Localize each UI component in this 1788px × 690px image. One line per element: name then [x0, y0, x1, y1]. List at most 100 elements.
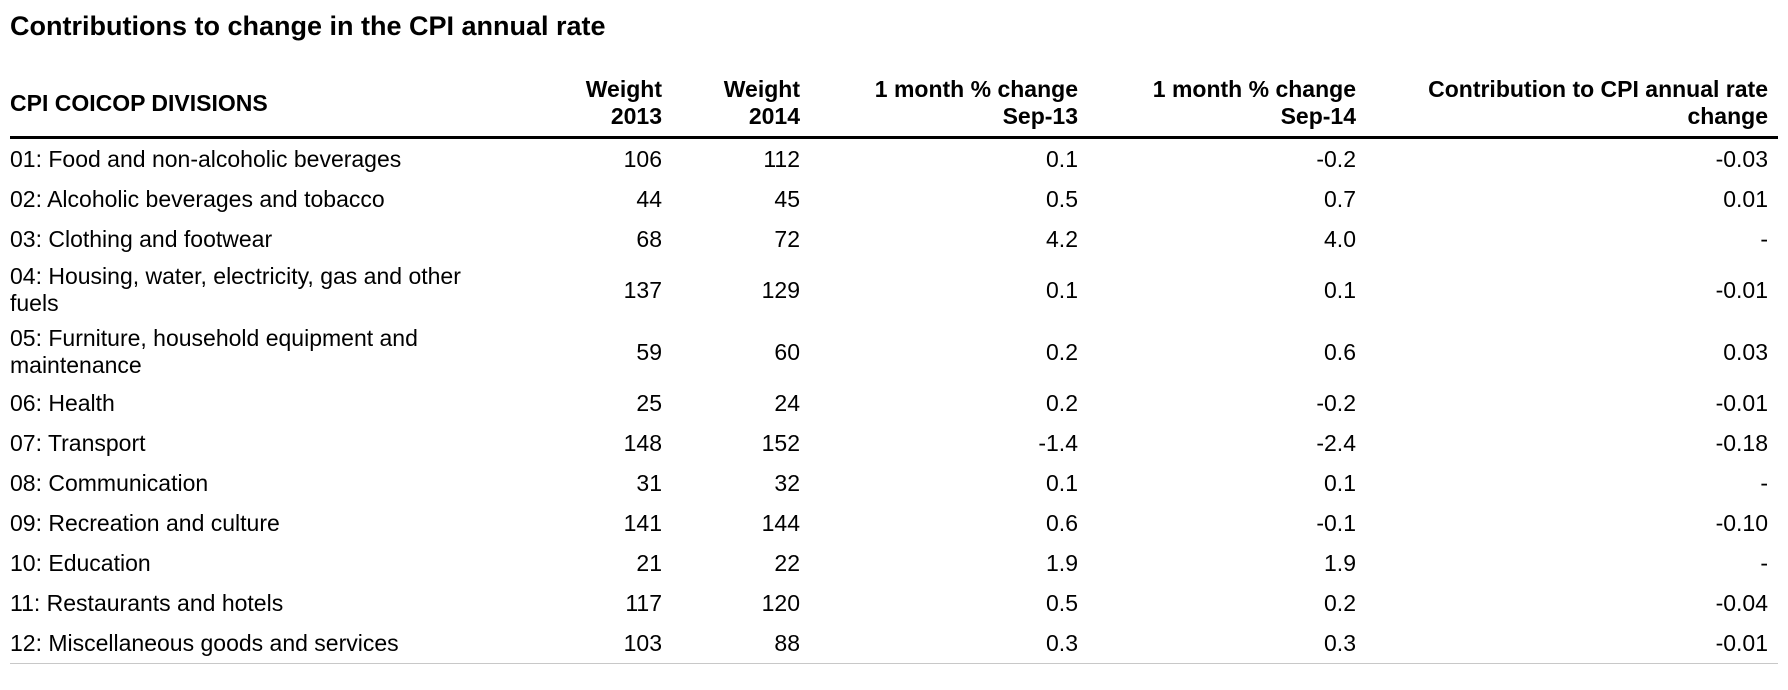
table-row: 02: Alcoholic beverages and tobacco 44 45 0…: [10, 179, 1778, 219]
cell-division: 12: Miscellaneous goods and services: [10, 623, 510, 664]
cell-month-change-sep14: 4.0: [1324, 225, 1356, 252]
division-label-line: 09: Recreation and culture: [10, 509, 280, 536]
cpi-contributions-table: CPI COICOP DIVISIONS Weight 2013 Weight …: [10, 76, 1778, 664]
table-body: 01: Food and non-alcoholic beverages 106 1…: [10, 138, 1778, 664]
cell-weight-2014: 60: [774, 338, 800, 365]
cell-month-change-sep13: 0.5: [1046, 185, 1078, 212]
cell-month-change-sep13: 0.1: [1046, 145, 1078, 172]
cell-division: 05: Furniture, household equipment and ma…: [10, 321, 510, 383]
header-line: 1 month % change: [874, 76, 1078, 102]
division-label-line: 12: Miscellaneous goods and services: [10, 629, 399, 656]
table-header-row: CPI COICOP DIVISIONS Weight 2013 Weight …: [10, 76, 1778, 139]
cell-month-change-sep13: 4.2: [1046, 225, 1078, 252]
table-row: 03: Clothing and footwear 68 72 4.2 4.0 -: [10, 219, 1778, 259]
cell-division: 02: Alcoholic beverages and tobacco: [10, 179, 510, 219]
cell-month-change-sep13: 0.2: [1046, 389, 1078, 416]
header-contribution: Contribution to CPI annual rate change: [1366, 76, 1778, 139]
cell-weight-2013: 44: [636, 185, 662, 212]
cell-division: 03: Clothing and footwear: [10, 219, 510, 259]
cell-month-change-sep14: 0.3: [1088, 623, 1366, 664]
cell-month-change-sep14: -0.2: [1316, 389, 1356, 416]
cell-weight-2014: 24: [774, 389, 800, 416]
cell-division: 04: Housing, water, electricity, gas and…: [10, 259, 510, 321]
cell-weight-2014: 129: [761, 276, 800, 303]
cell-weight-2014: 32: [774, 469, 800, 496]
cell-contribution: -0.04: [1715, 589, 1768, 616]
header-weight-2014: Weight 2014: [672, 76, 810, 139]
table-row: 11: Restaurants and hotels 117 120 0.5 0.2 -0…: [10, 583, 1778, 623]
cell-contribution: -0.03: [1715, 145, 1768, 172]
cell-weight-2014: 45: [774, 185, 800, 212]
cell-month-change-sep14: 1.9: [1324, 549, 1356, 576]
cell-month-change-sep13: 0.5: [1046, 589, 1078, 616]
table-row: 05: Furniture, household equipment and ma…: [10, 321, 1778, 383]
cell-division: 08: Communication: [10, 463, 510, 503]
table-row: 06: Health 25 24 0.2 -0.2 -0.01: [10, 383, 1778, 423]
cell-weight-2013: 117: [625, 589, 662, 616]
cell-contribution: -0.10: [1715, 509, 1768, 536]
division-label-line: 05: Furniture, household equipment and: [10, 325, 418, 351]
cell-division: 01: Food and non-alcoholic beverages: [10, 138, 510, 180]
cell-month-change-sep13: 1.9: [1046, 549, 1078, 576]
cell-month-change-sep14: -0.2: [1316, 145, 1356, 172]
cell-contribution: -: [1760, 549, 1768, 576]
cell-weight-2013: 148: [623, 429, 662, 456]
cell-weight-2013: 31: [636, 469, 662, 496]
header-month-change-sep13: 1 month % change Sep-13: [810, 76, 1088, 139]
division-label-line: 03: Clothing and footwear: [10, 225, 273, 252]
header-line: Weight: [723, 76, 800, 102]
cell-month-change-sep14: 0.6: [1324, 338, 1356, 365]
page-title: Contributions to change in the CPI annua…: [10, 11, 606, 41]
cell-weight-2014: 112: [763, 145, 800, 172]
header-line: Sep-13: [1002, 103, 1078, 129]
cell-contribution: -0.18: [1715, 429, 1768, 456]
cell-month-change-sep14: -0.1: [1316, 509, 1356, 536]
header-line: Contribution to CPI annual rate: [1428, 76, 1768, 102]
cell-month-change-sep14: -2.4: [1316, 429, 1356, 456]
cell-contribution: -0.01: [1715, 389, 1768, 416]
division-label-line: 11: Restaurants and hotels: [10, 589, 284, 616]
cell-weight-2013: 68: [636, 225, 662, 252]
cell-contribution: 0.03: [1723, 338, 1768, 365]
table-row: 07: Transport 148 152 -1.4 -2.4 -0.18: [10, 423, 1778, 463]
division-label-line: 10: Education: [10, 549, 151, 576]
division-label-line: maintenance: [10, 352, 142, 378]
header-line: Weight: [585, 76, 662, 102]
cell-weight-2013: 141: [623, 509, 662, 536]
division-label-line: 06: Health: [10, 389, 115, 416]
cell-month-change-sep13: 0.2: [1046, 338, 1078, 365]
header-line: Sep-14: [1280, 103, 1356, 129]
table-row: 08: Communication 31 32 0.1 0.1 -: [10, 463, 1778, 503]
division-label-line: 04: Housing, water, electricity, gas and…: [10, 263, 461, 289]
cell-weight-2013: 25: [636, 389, 662, 416]
division-label-line: 08: Communication: [10, 469, 209, 496]
cell-weight-2014: 72: [774, 225, 800, 252]
cell-month-change-sep14: 0.2: [1324, 589, 1356, 616]
cell-month-change-sep13: 0.1: [1046, 469, 1078, 496]
cell-month-change-sep13: 0.3: [810, 623, 1088, 664]
division-label-line: 02: Alcoholic beverages and tobacco: [10, 185, 385, 212]
cell-month-change-sep13: 0.1: [1046, 276, 1078, 303]
cell-division: 10: Education: [10, 543, 510, 583]
cell-contribution: -0.01: [1366, 623, 1778, 664]
cell-division: 11: Restaurants and hotels: [10, 583, 510, 623]
table-row: 09: Recreation and culture 141 144 0.6 -0.1 -…: [10, 503, 1778, 543]
header-line: CPI COICOP DIVISIONS: [10, 89, 268, 116]
cell-month-change-sep14: 0.7: [1324, 185, 1356, 212]
table-row: 10: Education 21 22 1.9 1.9 -: [10, 543, 1778, 583]
cell-weight-2014: 22: [774, 549, 800, 576]
cell-month-change-sep13: -1.4: [1038, 429, 1078, 456]
header-line: 2014: [748, 103, 800, 129]
cell-month-change-sep14: 0.1: [1324, 469, 1356, 496]
cell-weight-2014: 144: [761, 509, 800, 536]
division-label-line: 07: Transport: [10, 429, 146, 456]
cell-contribution: -0.01: [1715, 276, 1768, 303]
table-row: 04: Housing, water, electricity, gas and…: [10, 259, 1778, 321]
cell-month-change-sep13: 0.6: [1046, 509, 1078, 536]
header-month-change-sep14: 1 month % change Sep-14: [1088, 76, 1366, 139]
cell-contribution: 0.01: [1723, 185, 1768, 212]
cell-month-change-sep14: 0.1: [1324, 276, 1356, 303]
cell-weight-2014: 88: [672, 623, 810, 664]
cell-weight-2013: 59: [636, 338, 662, 365]
